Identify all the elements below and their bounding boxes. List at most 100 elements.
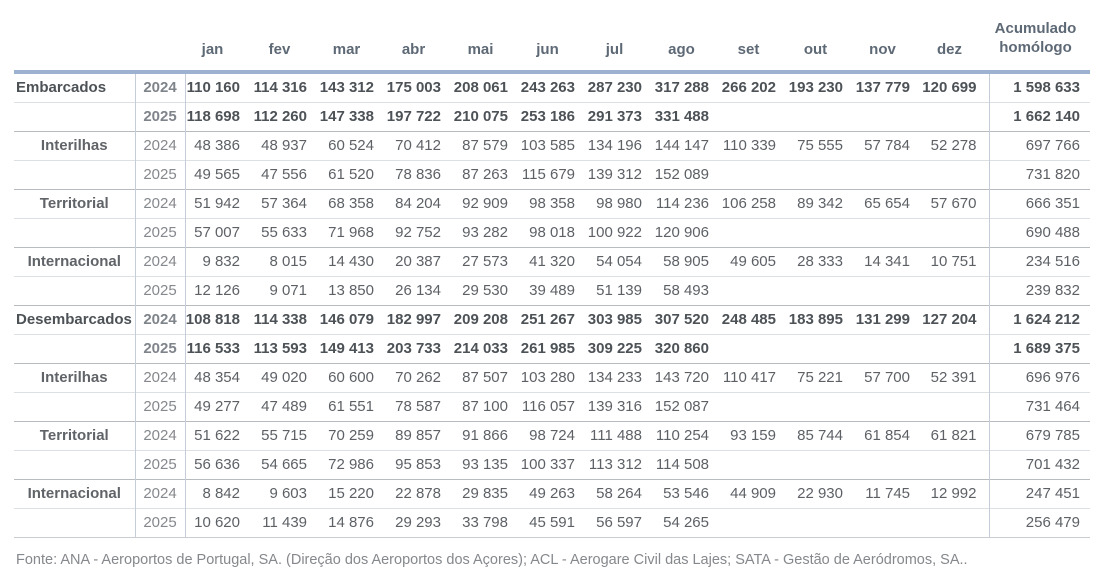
value-cell-mai: 210 075: [453, 101, 520, 131]
value-cell-dez: 52 278: [922, 130, 989, 160]
value-cell-jan: 56 636: [184, 449, 252, 479]
accumulated-header-line2: homólogo: [999, 38, 1072, 56]
value-cell-jun: 98 018: [520, 217, 587, 247]
value-cell-ago: 114 508: [654, 449, 721, 479]
value-cell-jul: 287 230: [587, 79, 642, 96]
accumulated-value-cell: 731 820: [988, 159, 1090, 189]
value-cell-mai: 91 866: [453, 420, 520, 450]
value-cell-jan: 12 126: [184, 275, 252, 305]
value-cell-jun: 243 263: [520, 79, 575, 96]
value-cell-nov: [855, 507, 922, 538]
year-cell: 2025: [134, 507, 185, 538]
row-label: Embarcados: [16, 79, 107, 96]
row-label: Territorial: [14, 188, 135, 218]
row-label: Internacional: [14, 246, 135, 276]
value-cell-fev: 9 603: [252, 478, 319, 508]
value-cell-jul: 303 985: [587, 304, 654, 334]
accumulated-value-cell: 239 832: [988, 275, 1090, 305]
value-cell-jul: 100 922: [587, 217, 654, 247]
value-cell-out: [788, 333, 855, 363]
value-cell-nov: 11 745: [855, 478, 922, 508]
value-cell-jan: 108 818: [184, 304, 252, 334]
value-cell-nov: [855, 217, 922, 247]
value-cell-mar: 146 079: [319, 304, 386, 334]
value-cell-fev: 8 015: [252, 246, 319, 276]
value-cell-jun: 100 337: [520, 449, 587, 479]
month-header-mai: mai: [453, 4, 520, 74]
year-cell: 2025: [134, 275, 185, 305]
value-cell-jan: 110 160: [184, 71, 252, 102]
accumulated-value-cell: 696 976: [988, 362, 1090, 392]
value-cell-ago: 58 493: [654, 275, 721, 305]
value-cell-fev: 112 260: [252, 101, 319, 131]
value-cell-jul: 56 597: [587, 507, 654, 538]
value-cell-out: [788, 101, 855, 131]
value-cell-fev: 48 937: [252, 130, 319, 160]
value-cell-set: [721, 449, 788, 479]
value-cell-jun: 116 057: [520, 391, 587, 421]
month-header-jul: jul: [587, 4, 654, 74]
table-row: 2025 49 277 47 489 61 551 78 587 87 100 116 05…: [14, 391, 1090, 421]
accumulated-value-cell: 1 624 212: [988, 304, 1090, 334]
year-cell: 2024: [134, 188, 185, 218]
value-cell-nov: [855, 275, 922, 305]
value-cell-ago: 317 288: [654, 79, 709, 96]
table-row: Interilhas 2024 48 386 48 937 60 524 70 412 87…: [14, 130, 1090, 160]
value-cell-dez: [922, 217, 989, 247]
value-cell-dez: [922, 449, 989, 479]
value-cell-mai: 87 579: [453, 130, 520, 160]
value-cell-jan: 10 620: [184, 507, 252, 538]
value-cell-abr: 70 262: [386, 362, 453, 392]
value-cell-mar: 61 520: [319, 159, 386, 189]
month-header-mar: mar: [319, 4, 386, 74]
accumulated-header-line1: Acumulado: [994, 20, 1077, 37]
value-cell-set: 266 202: [721, 79, 776, 96]
value-cell-ago: 53 546: [654, 478, 721, 508]
value-cell-dez: [922, 159, 989, 189]
value-cell-ago: 120 906: [654, 217, 721, 247]
table-row: 2025 12 126 9 071 13 850 26 134 29 530 39 489 5…: [14, 275, 1090, 305]
value-cell-jun: 251 267: [520, 304, 587, 334]
table-row: 2025 56 636 54 665 72 986 95 853 93 135 100 33…: [14, 449, 1090, 479]
value-cell-out: 75 555: [788, 130, 855, 160]
value-cell-mai: 87 100: [453, 391, 520, 421]
value-cell-mai: 87 507: [453, 362, 520, 392]
value-cell-jun: 103 280: [520, 362, 587, 392]
value-cell-mar: 72 986: [319, 449, 386, 479]
value-cell-jul: 113 312: [587, 449, 654, 479]
year-cell: 2024: [134, 304, 185, 334]
value-cell-dez: [922, 333, 989, 363]
row-label: [14, 507, 135, 538]
value-cell-set: 44 909: [721, 478, 788, 508]
accumulated-column-header: Acumulado homólogo: [989, 4, 1090, 74]
year-cell: 2025: [134, 333, 185, 363]
value-cell-abr: 92 752: [386, 217, 453, 247]
value-cell-set: [721, 391, 788, 421]
accumulated-value-cell: 1 689 375: [988, 333, 1090, 363]
month-header-jan: jan: [185, 4, 252, 74]
accumulated-value-cell: 679 785: [988, 420, 1090, 450]
value-cell-fev: 113 593: [252, 333, 319, 363]
accumulated-value-cell: 1 662 140: [988, 101, 1090, 131]
value-cell-jan: 49 565: [184, 159, 252, 189]
year-cell: 2025: [134, 449, 185, 479]
value-cell-jul: 309 225: [587, 333, 654, 363]
value-cell-jul: 134 196: [587, 130, 654, 160]
value-cell-out: 89 342: [788, 188, 855, 218]
value-cell-jan: 8 842: [184, 478, 252, 508]
value-cell-nov: [855, 333, 922, 363]
value-cell-mar: 13 850: [319, 275, 386, 305]
row-label: Interilhas: [14, 130, 135, 160]
value-cell-set: 106 258: [721, 188, 788, 218]
row-label: Interilhas: [14, 362, 135, 392]
value-cell-mai: 92 909: [453, 188, 520, 218]
value-cell-mar: 68 358: [319, 188, 386, 218]
year-cell: 2024: [134, 71, 185, 102]
value-cell-jun: 41 320: [520, 246, 587, 276]
value-cell-abr: 78 587: [386, 391, 453, 421]
value-cell-nov: 65 654: [855, 188, 922, 218]
value-cell-mar: 60 524: [319, 130, 386, 160]
value-cell-set: [721, 507, 788, 538]
value-cell-jul: 291 373: [587, 101, 654, 131]
value-cell-set: 110 417: [721, 362, 788, 392]
